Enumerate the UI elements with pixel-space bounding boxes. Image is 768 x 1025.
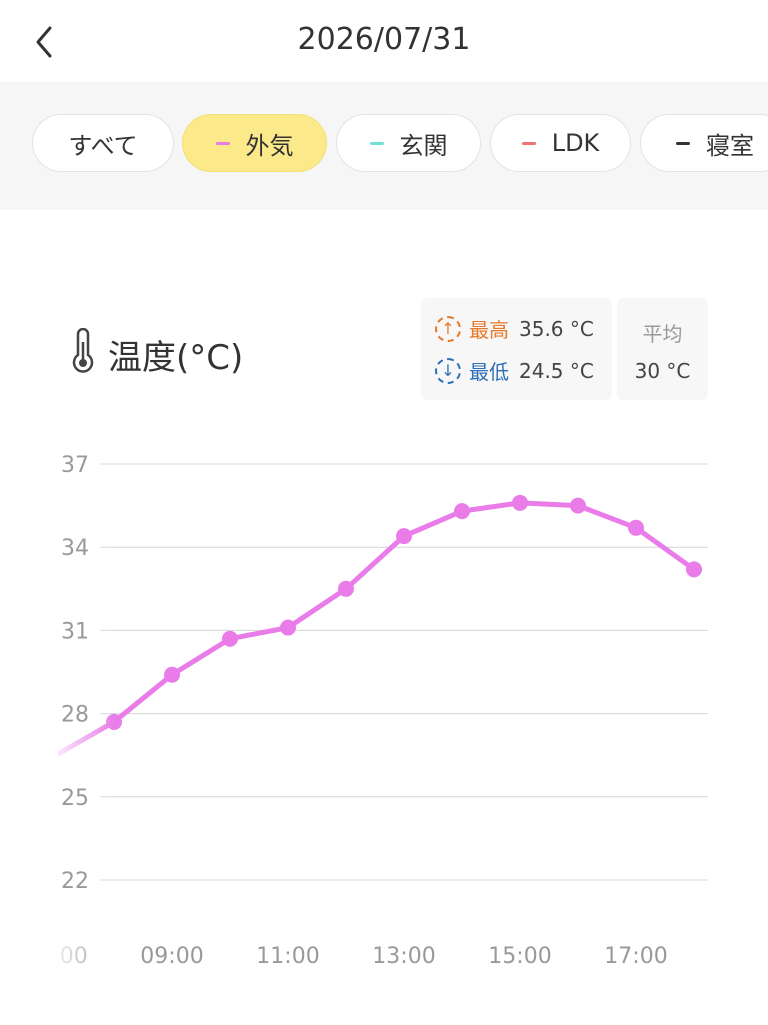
line-series [58,500,696,757]
min-value: 24.5 °C [519,358,594,383]
data-point [454,503,470,520]
filter-tab[interactable]: 寝室 [640,114,768,172]
y-tick-label: 25 [61,786,89,811]
data-point [280,619,296,636]
filter-tab[interactable]: 外気 [182,114,327,172]
data-point [628,519,644,536]
max-label: 最高 [469,318,509,342]
data-point [396,528,412,545]
tab-label: 寝室 [706,131,754,160]
legend-swatch [369,141,384,145]
data-point [570,497,586,514]
x-tick-label: 11:00 [256,944,319,969]
avg-value: 30 °C [634,359,691,383]
min-row: ↓ 最低 24.5 °C [435,356,594,385]
chart-title: 温度(°C) [108,338,244,378]
thermometer-icon [72,328,94,373]
avg-box: 平均 30 °C [617,298,708,400]
tab-label: すべて [68,131,138,160]
tab-label: 玄関 [399,131,448,160]
x-tick-label: 15:00 [488,944,551,969]
filter-tab[interactable]: すべて [32,114,174,172]
date-title: 2026/07/31 [297,22,471,57]
down-icon: ↓ [435,357,461,384]
edge-fade [56,400,114,1000]
max-row: ↑ 最高 35.6 °C [435,314,594,343]
legend-swatch [521,141,536,145]
y-tick-label: 34 [61,536,89,561]
filter-tab[interactable]: 玄関 [336,114,481,172]
legend-swatch [215,141,230,145]
min-max-box: ↑ 最高 35.6 °C ↓ 最低 24.5 °C [421,298,612,400]
min-label: 最低 [469,360,509,384]
avg-label: 平均 [642,322,683,346]
filter-tab[interactable]: LDK [490,114,631,172]
x-tick-label: 17:00 [604,944,667,969]
tab-bar: すべて 外気 玄関 LDK 寝室 [0,82,768,210]
y-tick-label: 22 [61,869,89,894]
data-point [512,494,528,511]
data-point [686,561,702,578]
back-button[interactable] [30,24,60,60]
y-tick-label: 37 [61,453,89,478]
tab-label: LDK [551,129,600,157]
x-tick-label: 13:00 [372,944,435,969]
header: 2026/07/31 [0,0,768,82]
data-point [338,580,354,597]
y-tick-label: 31 [61,619,89,644]
x-tick-label: 09:00 [140,944,203,969]
legend-swatch [676,141,690,145]
data-point [164,666,180,683]
max-value: 35.6 °C [519,316,594,341]
y-tick-label: 28 [61,703,89,728]
tab-label: 外気 [245,131,294,160]
up-icon: ↑ [435,315,461,342]
data-point [222,630,238,647]
